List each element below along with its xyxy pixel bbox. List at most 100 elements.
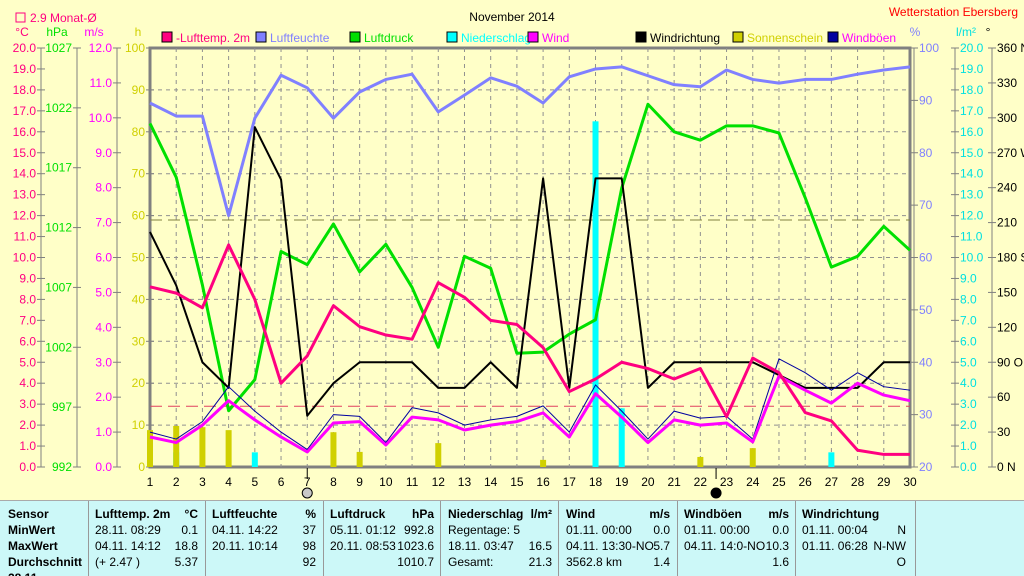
axis-label-wind: 11.0 (90, 76, 113, 90)
table-cell: m/s (768, 507, 789, 521)
table-cell: 1.6 (772, 555, 789, 569)
column-divider (323, 501, 324, 576)
axis-label-temp: 11.0 (14, 230, 37, 244)
table-cell: Regentage: 5 (448, 523, 521, 537)
x-tick-label: 13 (458, 475, 472, 489)
legend-label: Luftdruck (364, 31, 414, 45)
table-cell: 18.8 (174, 539, 198, 553)
table-cell: 1010.7 (397, 555, 434, 569)
statistics-table: Sensor Lufttemp. 2m °C Luftfeuchte% Luftdruc… (0, 500, 1024, 576)
legend-swatch (527, 31, 539, 43)
x-tick-label: 11 (406, 475, 419, 489)
sunshine-bar (330, 432, 337, 467)
table-cell: 18.11. 03:47 (448, 539, 514, 553)
axis-label-direction: 0 N (997, 460, 1016, 474)
axis-label-rain: 16.0 (960, 125, 984, 139)
column-divider (795, 501, 796, 576)
axis-unit-rain: l/m² (956, 25, 976, 39)
table-cell: °C (184, 507, 198, 521)
column-divider (440, 501, 441, 576)
table-cell: 04.11. 13:30-NO (566, 539, 654, 553)
x-tick-label: 30 (903, 475, 917, 489)
table-cell: 28.11. (8, 571, 41, 576)
x-tick-label: 20 (641, 475, 655, 489)
axis-label-temp: 15.0 (13, 146, 37, 160)
axis-label-pressure: 1007 (45, 280, 72, 294)
table-cell: 0.0 (653, 523, 670, 537)
x-tick-label: 25 (772, 475, 786, 489)
axis-label-temp: 3.0 (19, 397, 36, 411)
axis-label-rain: 15.0 (960, 146, 984, 160)
x-tick-label: 7 (304, 475, 311, 489)
axis-label-temp: 19.0 (13, 62, 37, 76)
axis-label-wind: 6.0 (95, 251, 112, 265)
axis-unit-pressure: hPa (46, 25, 68, 39)
month-average-label: 2.9 Monat-Ø (30, 11, 97, 25)
chart-title: November 2014 (469, 10, 555, 24)
axis-label-pressure: 1012 (45, 221, 72, 235)
table-cell: 1023.6 (397, 539, 434, 553)
table-cell: Durchschnitt (8, 555, 83, 569)
axis-label-sun: 30 (132, 334, 146, 348)
axis-label-rain: 20.0 (960, 41, 984, 55)
axis-label-rain: 11.0 (960, 230, 983, 244)
x-tick-label: 10 (379, 475, 393, 489)
table-cell: 04.11. 14:12 (95, 539, 161, 553)
legend-swatch (255, 31, 267, 43)
x-tick-label: 28 (851, 475, 865, 489)
legend-label: Sonnenschein (747, 31, 823, 45)
table-cell: 01.11. 00:00 (684, 523, 750, 537)
axis-label-temp: 6.0 (19, 334, 36, 348)
table-cell: 3562.8 km (566, 555, 623, 569)
table-cell: 0.0 (772, 523, 789, 537)
table-cell: 01.11. 00:00 (566, 523, 632, 537)
x-tick-label: 5 (251, 475, 258, 489)
x-tick-label: 23 (720, 475, 734, 489)
axis-label-rain: 14.0 (960, 167, 984, 181)
axis-label-direction: 90 O (997, 355, 1023, 369)
axis-label-rain: 19.0 (960, 62, 984, 76)
axis-label-pressure: 1022 (45, 101, 72, 115)
precipitation-bar (828, 452, 835, 467)
axis-label-temp: 0.0 (19, 460, 36, 474)
axis-label-direction: 30 (997, 425, 1011, 439)
axis-label-temp: 20.0 (13, 41, 37, 55)
sunshine-bar (749, 448, 756, 467)
axis-label-humidity: 100 (919, 41, 939, 55)
axis-label-temp: 8.0 (19, 292, 36, 306)
axis-label-rain: 6.0 (960, 334, 977, 348)
table-cell: 10.3 (765, 539, 789, 553)
axis-label-wind: 1.0 (95, 425, 112, 439)
series-line-luftdruck (148, 102, 912, 413)
axis-label-temp: 5.0 (19, 355, 36, 369)
x-tick-label: 27 (825, 475, 839, 489)
sunshine-bar (435, 443, 442, 467)
sunshine-bar (697, 456, 704, 467)
x-tick-label: 2 (173, 475, 180, 489)
series-line-windben (149, 358, 911, 451)
table-cell: 01.11. 06:28 (802, 539, 868, 553)
axis-label-wind: 12.0 (89, 41, 113, 55)
sunshine-bar (225, 430, 232, 467)
axis-label-rain: 2.0 (960, 418, 977, 432)
table-cell: O (896, 555, 906, 569)
axis-label-temp: 17.0 (13, 104, 37, 118)
full-moon-icon (301, 487, 313, 499)
table-cell: N (897, 523, 906, 537)
weather-chart: 1 2 3 4 5 6 7 8 9 10 11 12 13 14 15 16 17 18 19 20 21 22 23 24 2… (13, 5, 1024, 499)
axis-label-direction: 270 W (997, 146, 1024, 160)
axis-label-temp: 9.0 (19, 271, 36, 285)
axis-unit-sun: h (135, 25, 142, 39)
legend-swatch (446, 31, 458, 43)
axis-label-wind: 7.0 (95, 216, 112, 230)
axis-label-rain: 12.0 (960, 209, 984, 223)
x-tick-label: 1 (147, 475, 154, 489)
x-tick-label: 9 (356, 475, 363, 489)
axis-label-direction: 360 N (997, 41, 1024, 55)
x-tick-label: 3 (199, 475, 206, 489)
x-tick-label: 6 (278, 475, 285, 489)
axis-label-rain: 9.0 (960, 271, 977, 285)
table-cell: Niederschlag (448, 507, 524, 521)
axis-unit-humidity: % (910, 25, 921, 39)
sunshine-bar (147, 430, 153, 467)
